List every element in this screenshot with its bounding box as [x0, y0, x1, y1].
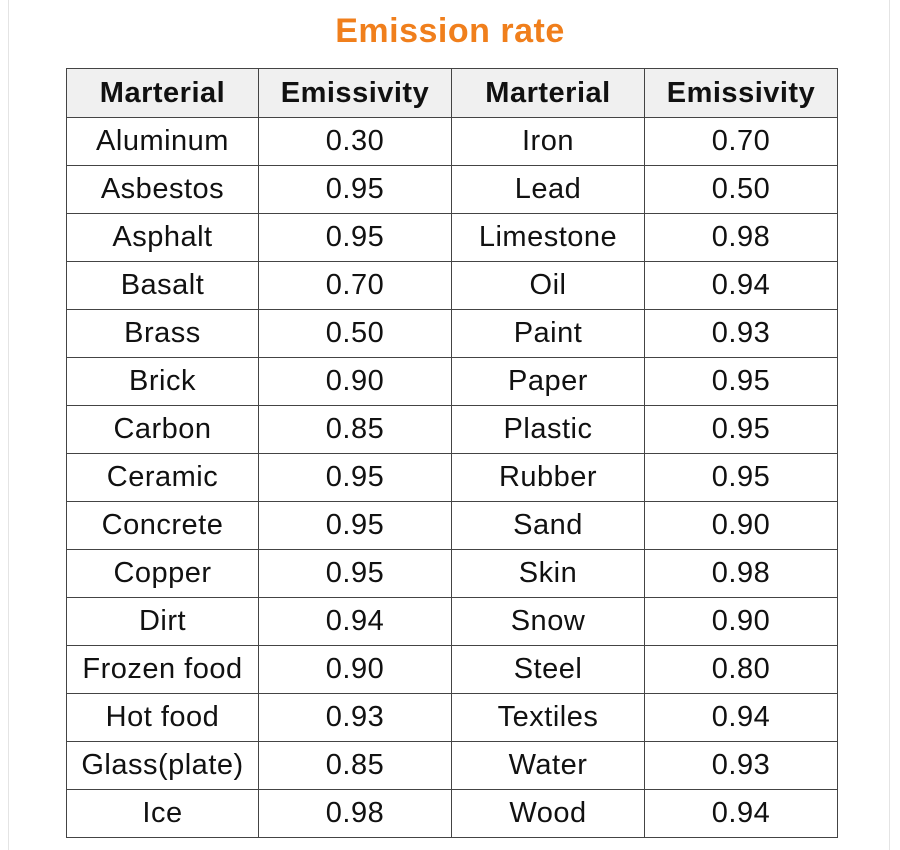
- table-row: Brass 0.50 Paint 0.93: [66, 309, 838, 358]
- material-cell: Oil: [451, 261, 645, 310]
- table-row: Concrete 0.95 Sand 0.90: [66, 501, 838, 550]
- emissivity-cell: 0.90: [644, 501, 838, 550]
- material-cell: Carbon: [66, 405, 259, 454]
- emissivity-cell: 0.85: [258, 405, 452, 454]
- material-cell: Basalt: [66, 261, 259, 310]
- emissivity-table: Marterial Emissivity Marterial Emissivit…: [66, 68, 838, 838]
- emissivity-cell: 0.30: [258, 117, 452, 166]
- material-cell: Snow: [451, 597, 645, 646]
- emissivity-cell: 0.98: [644, 213, 838, 262]
- emissivity-cell: 0.95: [644, 405, 838, 454]
- material-cell: Copper: [66, 549, 259, 598]
- material-cell: Skin: [451, 549, 645, 598]
- emissivity-cell: 0.90: [258, 645, 452, 694]
- material-cell: Steel: [451, 645, 645, 694]
- emissivity-cell: 0.95: [258, 453, 452, 502]
- material-cell: Ice: [66, 789, 259, 838]
- emissivity-cell: 0.94: [644, 261, 838, 310]
- material-cell: Hot food: [66, 693, 259, 742]
- page-title: Emission rate: [335, 12, 565, 50]
- header-emissivity: Emissivity: [258, 68, 452, 118]
- table-row: Ceramic 0.95 Rubber 0.95: [66, 453, 838, 502]
- emissivity-cell: 0.98: [258, 789, 452, 838]
- emissivity-cell: 0.70: [258, 261, 452, 310]
- page-frame: [8, 0, 890, 850]
- material-cell: Frozen food: [66, 645, 259, 694]
- material-cell: Asbestos: [66, 165, 259, 214]
- emissivity-cell: 0.94: [644, 789, 838, 838]
- material-cell: Concrete: [66, 501, 259, 550]
- table-row: Brick 0.90 Paper 0.95: [66, 357, 838, 406]
- emissivity-cell: 0.90: [644, 597, 838, 646]
- emissivity-cell: 0.95: [644, 357, 838, 406]
- emissivity-cell: 0.95: [258, 549, 452, 598]
- header-material: Marterial: [66, 68, 259, 118]
- material-cell: Plastic: [451, 405, 645, 454]
- table-body: Aluminum 0.30 Iron 0.70 Asbestos 0.95 Lead 0.50…: [66, 117, 838, 838]
- material-cell: Brass: [66, 309, 259, 358]
- emissivity-cell: 0.90: [258, 357, 452, 406]
- emissivity-cell: 0.70: [644, 117, 838, 166]
- emissivity-cell: 0.95: [644, 453, 838, 502]
- material-cell: Ceramic: [66, 453, 259, 502]
- table-row: Asbestos 0.95 Lead 0.50: [66, 165, 838, 214]
- table-row: Hot food 0.93 Textiles 0.94: [66, 693, 838, 742]
- table-header-row: Marterial Emissivity Marterial Emissivit…: [66, 68, 838, 118]
- table-row: Dirt 0.94 Snow 0.90: [66, 597, 838, 646]
- emissivity-cell: 0.94: [258, 597, 452, 646]
- material-cell: Rubber: [451, 453, 645, 502]
- header-emissivity: Emissivity: [644, 68, 838, 118]
- material-cell: Sand: [451, 501, 645, 550]
- material-cell: Brick: [66, 357, 259, 406]
- table-row: Copper 0.95 Skin 0.98: [66, 549, 838, 598]
- material-cell: Wood: [451, 789, 645, 838]
- emissivity-cell: 0.95: [258, 501, 452, 550]
- material-cell: Iron: [451, 117, 645, 166]
- material-cell: Paper: [451, 357, 645, 406]
- table-row: Asphalt 0.95 Limestone 0.98: [66, 213, 838, 262]
- emissivity-cell: 0.50: [258, 309, 452, 358]
- table-row: Carbon 0.85 Plastic 0.95: [66, 405, 838, 454]
- emissivity-cell: 0.98: [644, 549, 838, 598]
- material-cell: Asphalt: [66, 213, 259, 262]
- material-cell: Dirt: [66, 597, 259, 646]
- header-material: Marterial: [451, 68, 645, 118]
- table-row: Basalt 0.70 Oil 0.94: [66, 261, 838, 310]
- emissivity-cell: 0.93: [644, 309, 838, 358]
- material-cell: Paint: [451, 309, 645, 358]
- table-row: Frozen food 0.90 Steel 0.80: [66, 645, 838, 694]
- material-cell: Lead: [451, 165, 645, 214]
- material-cell: Textiles: [451, 693, 645, 742]
- emissivity-cell: 0.50: [644, 165, 838, 214]
- emissivity-cell: 0.94: [644, 693, 838, 742]
- emissivity-cell: 0.93: [258, 693, 452, 742]
- table-row: Glass(plate) 0.85 Water 0.93: [66, 741, 838, 790]
- material-cell: Aluminum: [66, 117, 259, 166]
- emissivity-cell: 0.95: [258, 213, 452, 262]
- material-cell: Limestone: [451, 213, 645, 262]
- material-cell: Water: [451, 741, 645, 790]
- material-cell: Glass(plate): [66, 741, 259, 790]
- emissivity-cell: 0.95: [258, 165, 452, 214]
- emissivity-cell: 0.93: [644, 741, 838, 790]
- emissivity-cell: 0.85: [258, 741, 452, 790]
- emissivity-cell: 0.80: [644, 645, 838, 694]
- table-row: Ice 0.98 Wood 0.94: [66, 789, 838, 838]
- table-row: Aluminum 0.30 Iron 0.70: [66, 117, 838, 166]
